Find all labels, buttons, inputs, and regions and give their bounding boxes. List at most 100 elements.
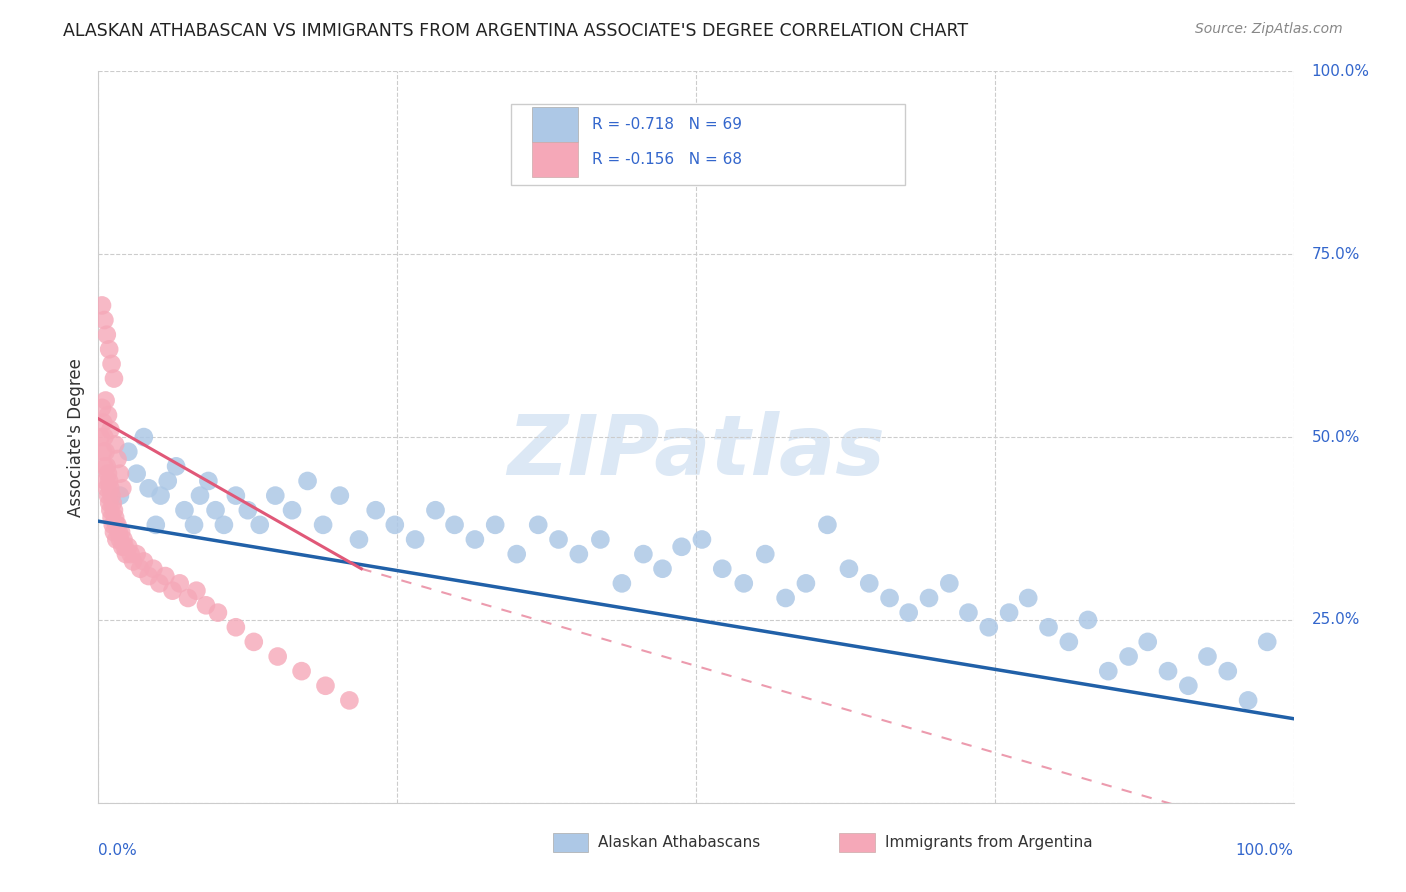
Point: [547, 533, 569, 547]
Point: [897, 606, 920, 620]
Text: 50.0%: 50.0%: [1312, 430, 1360, 444]
Text: Immigrants from Argentina: Immigrants from Argentina: [884, 835, 1092, 850]
Point: [104, 510, 127, 524]
Point: [938, 576, 960, 591]
Point: [858, 576, 880, 591]
Point: [100, 489, 122, 503]
Point: [225, 620, 247, 634]
Point: [1097, 664, 1119, 678]
Point: [879, 591, 901, 605]
Point: [107, 452, 129, 467]
Point: [115, 547, 138, 561]
Text: 0.0%: 0.0%: [98, 843, 138, 858]
Point: [103, 503, 125, 517]
Point: [404, 533, 426, 547]
Point: [297, 474, 319, 488]
Point: [690, 533, 713, 547]
Point: [93, 430, 115, 444]
Point: [96, 327, 118, 342]
Point: [97, 489, 120, 503]
Point: [212, 517, 235, 532]
Point: [443, 517, 465, 532]
Point: [91, 416, 114, 430]
Point: [101, 496, 124, 510]
Point: [918, 591, 941, 605]
Point: [98, 474, 121, 488]
Point: [112, 533, 135, 547]
Bar: [553, 833, 589, 852]
Point: [651, 562, 673, 576]
Point: [315, 679, 337, 693]
Point: [204, 503, 226, 517]
Point: [610, 576, 633, 591]
Point: [207, 606, 229, 620]
Point: [177, 591, 200, 605]
Point: [94, 444, 117, 458]
Point: [838, 562, 860, 576]
Point: [1216, 664, 1239, 678]
Point: [105, 533, 128, 547]
Point: [93, 459, 115, 474]
Point: [90, 430, 112, 444]
Point: [122, 554, 145, 568]
Point: [998, 606, 1021, 620]
Text: Alaskan Athabascans: Alaskan Athabascans: [598, 835, 761, 850]
Point: [98, 503, 122, 517]
Point: [91, 444, 114, 458]
Point: [94, 474, 117, 488]
Point: [110, 525, 132, 540]
Point: [1197, 649, 1219, 664]
Point: [1136, 635, 1159, 649]
Point: [108, 489, 131, 503]
Point: [1118, 649, 1140, 664]
Point: [484, 517, 506, 532]
Point: [132, 554, 155, 568]
Point: [364, 503, 387, 517]
Point: [1177, 679, 1199, 693]
Point: [384, 517, 406, 532]
Point: [711, 562, 734, 576]
Bar: [839, 833, 876, 852]
Point: [155, 569, 177, 583]
Point: [1077, 613, 1099, 627]
Point: [589, 533, 612, 547]
Point: [145, 517, 167, 532]
Point: [103, 525, 125, 540]
Point: [125, 467, 148, 481]
Point: [94, 393, 117, 408]
Point: [105, 517, 128, 532]
Point: [794, 576, 817, 591]
Point: [108, 467, 131, 481]
Point: [101, 517, 124, 532]
Point: [183, 517, 205, 532]
Point: [506, 547, 529, 561]
Point: [162, 583, 184, 598]
Point: [957, 606, 980, 620]
Point: [120, 547, 142, 561]
Point: [1256, 635, 1278, 649]
Point: [775, 591, 797, 605]
Point: [1038, 620, 1060, 634]
Point: [243, 635, 266, 649]
Point: [527, 517, 550, 532]
Point: [195, 599, 218, 613]
Point: [464, 533, 486, 547]
Text: ALASKAN ATHABASCAN VS IMMIGRANTS FROM ARGENTINA ASSOCIATE'S DEGREE CORRELATION C: ALASKAN ATHABASCAN VS IMMIGRANTS FROM AR…: [63, 22, 969, 40]
Point: [91, 401, 114, 415]
FancyBboxPatch shape: [510, 104, 905, 185]
Point: [138, 481, 160, 495]
Point: [98, 496, 121, 510]
Point: [103, 371, 125, 385]
Text: 100.0%: 100.0%: [1312, 64, 1369, 78]
Point: [633, 547, 655, 561]
Point: [114, 540, 136, 554]
Point: [117, 444, 139, 458]
Point: [96, 459, 118, 474]
Point: [339, 693, 361, 707]
Point: [96, 481, 118, 495]
Text: Source: ZipAtlas.com: Source: ZipAtlas.com: [1195, 22, 1343, 37]
Point: [97, 467, 120, 481]
Point: [1237, 693, 1260, 707]
Point: [156, 474, 179, 488]
Point: [111, 540, 134, 554]
